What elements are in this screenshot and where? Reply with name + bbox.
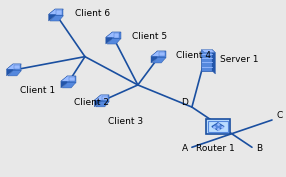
Polygon shape bbox=[61, 76, 67, 88]
Polygon shape bbox=[212, 123, 224, 130]
Text: D: D bbox=[181, 98, 188, 107]
Polygon shape bbox=[55, 9, 63, 16]
Polygon shape bbox=[49, 9, 63, 14]
Polygon shape bbox=[151, 51, 157, 63]
Polygon shape bbox=[61, 76, 76, 81]
Polygon shape bbox=[159, 52, 165, 56]
Polygon shape bbox=[157, 51, 166, 58]
Polygon shape bbox=[151, 51, 166, 56]
Text: Client 5: Client 5 bbox=[132, 32, 167, 41]
Polygon shape bbox=[94, 95, 101, 107]
Text: Server 1: Server 1 bbox=[220, 55, 259, 64]
Polygon shape bbox=[8, 71, 21, 76]
FancyBboxPatch shape bbox=[208, 121, 227, 132]
Text: B: B bbox=[256, 144, 262, 153]
Text: Client 4: Client 4 bbox=[176, 51, 211, 60]
Text: A: A bbox=[182, 144, 188, 153]
Polygon shape bbox=[201, 50, 215, 53]
Polygon shape bbox=[107, 39, 121, 44]
Polygon shape bbox=[56, 10, 62, 15]
Polygon shape bbox=[62, 83, 76, 88]
Polygon shape bbox=[112, 32, 121, 39]
Polygon shape bbox=[212, 50, 215, 74]
Polygon shape bbox=[49, 9, 55, 21]
Polygon shape bbox=[96, 102, 109, 107]
Polygon shape bbox=[7, 64, 21, 69]
Polygon shape bbox=[102, 96, 108, 100]
Polygon shape bbox=[106, 32, 112, 44]
Text: Client 3: Client 3 bbox=[108, 117, 143, 126]
Text: Router 1: Router 1 bbox=[196, 144, 235, 153]
Polygon shape bbox=[69, 77, 75, 81]
Text: Client 6: Client 6 bbox=[75, 9, 110, 18]
Polygon shape bbox=[94, 95, 109, 100]
Polygon shape bbox=[114, 33, 120, 38]
FancyBboxPatch shape bbox=[206, 119, 230, 134]
Polygon shape bbox=[152, 58, 166, 63]
Polygon shape bbox=[106, 32, 121, 37]
Polygon shape bbox=[7, 64, 13, 76]
Text: C: C bbox=[276, 111, 282, 120]
Polygon shape bbox=[50, 16, 63, 21]
Text: Client 2: Client 2 bbox=[74, 98, 109, 107]
Polygon shape bbox=[14, 65, 20, 69]
Polygon shape bbox=[13, 64, 21, 71]
Polygon shape bbox=[101, 95, 109, 102]
Text: Client 1: Client 1 bbox=[20, 86, 55, 95]
Polygon shape bbox=[201, 50, 212, 71]
Polygon shape bbox=[67, 76, 76, 83]
